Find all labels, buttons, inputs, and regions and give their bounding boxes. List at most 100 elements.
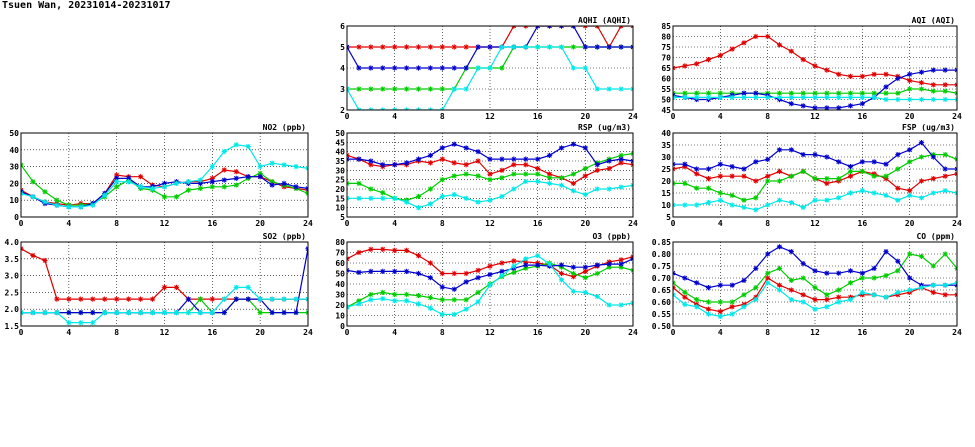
data-point-green: [403, 291, 410, 298]
data-point-blue: [753, 90, 759, 96]
data-point-green: [741, 197, 747, 203]
data-point-cyan: [895, 289, 901, 295]
data-point-red: [729, 304, 735, 310]
data-point-cyan: [729, 94, 735, 100]
data-point-green: [233, 182, 239, 188]
data-point-red: [368, 44, 374, 50]
data-point-red: [126, 296, 132, 302]
data-point-blue: [403, 65, 410, 71]
data-point-red: [463, 270, 469, 277]
data-point-blue: [126, 175, 132, 181]
data-point-blue: [582, 145, 588, 151]
data-point-cyan: [245, 284, 251, 290]
data-point-blue: [487, 44, 493, 50]
data-point-green: [535, 171, 541, 177]
data-point-cyan: [942, 282, 948, 288]
y-tick-label: 30: [335, 291, 345, 300]
data-point-cyan: [942, 188, 948, 194]
x-tick-label: 8: [765, 112, 770, 121]
data-point-blue: [233, 175, 239, 181]
x-tick-label: 24: [303, 328, 313, 337]
data-point-green: [499, 175, 505, 181]
data-point-cyan: [54, 202, 60, 208]
data-point-red: [42, 257, 48, 264]
y-tick-label: 45: [335, 138, 345, 147]
data-point-blue: [356, 156, 362, 162]
data-point-blue: [717, 161, 723, 167]
data-point-cyan: [535, 253, 541, 259]
data-point-cyan: [451, 192, 457, 198]
data-point-cyan: [233, 142, 239, 148]
data-point-blue: [729, 164, 735, 170]
data-point-cyan: [682, 301, 688, 307]
data-point-cyan: [907, 96, 913, 103]
data-point-blue: [765, 156, 771, 162]
data-point-blue: [594, 262, 600, 268]
data-point-blue: [368, 65, 374, 71]
data-point-cyan: [694, 202, 700, 208]
data-point-cyan: [415, 205, 422, 211]
data-point-red: [427, 160, 434, 166]
data-point-green: [859, 275, 865, 281]
data-point-red: [161, 284, 168, 290]
data-point-red: [824, 297, 830, 303]
x-tick-label: 16: [208, 328, 218, 337]
data-point-green: [380, 190, 386, 196]
data-point-green: [859, 90, 865, 96]
data-point-blue: [883, 249, 889, 255]
data-point-cyan: [173, 180, 180, 186]
data-point-blue: [800, 152, 806, 158]
data-point-cyan: [907, 192, 913, 198]
data-point-cyan: [66, 320, 72, 326]
data-point-red: [883, 71, 889, 77]
y-tick-label: 70: [335, 249, 345, 258]
data-point-cyan: [883, 192, 889, 198]
data-point-cyan: [185, 309, 192, 316]
data-point-cyan: [824, 304, 830, 310]
data-point-green: [427, 86, 434, 92]
data-point-blue: [895, 258, 901, 264]
data-point-blue: [427, 275, 434, 281]
data-point-green: [427, 186, 434, 192]
data-point-cyan: [475, 299, 481, 305]
data-point-cyan: [717, 313, 723, 319]
plot-area: [347, 246, 633, 318]
data-point-red: [149, 296, 156, 302]
data-point-red: [380, 44, 386, 50]
data-point-cyan: [269, 296, 275, 302]
data-point-blue: [812, 152, 818, 158]
data-point-cyan: [847, 297, 854, 303]
data-point-green: [439, 297, 445, 303]
data-point-cyan: [209, 309, 215, 316]
data-point-cyan: [221, 296, 227, 302]
data-point-green: [883, 273, 889, 279]
data-point-blue: [90, 309, 96, 316]
page-title: Tsuen Wan, 20231014-20231017: [2, 0, 171, 11]
data-point-blue: [415, 270, 422, 277]
data-point-red: [942, 292, 948, 298]
data-point-red: [30, 252, 36, 259]
data-point-green: [776, 178, 783, 184]
data-point-blue: [606, 44, 612, 50]
y-tick-label: 0.85: [652, 238, 671, 247]
y-tick-label: 20: [335, 185, 345, 194]
data-point-red: [487, 263, 493, 269]
data-point-cyan: [78, 204, 84, 210]
data-point-red: [114, 172, 120, 178]
data-point-cyan: [570, 188, 577, 194]
y-tick-label: 70: [661, 54, 671, 63]
data-point-cyan: [930, 190, 936, 196]
data-point-green: [788, 173, 794, 179]
data-point-cyan: [800, 299, 806, 305]
x-tick-label: 20: [905, 112, 915, 121]
data-point-red: [717, 309, 723, 315]
y-tick-label: 15: [335, 194, 345, 203]
x-tick-label: 16: [858, 112, 868, 121]
x-tick-label: 4: [392, 112, 397, 121]
data-point-red: [729, 46, 735, 52]
plot-area: [673, 33, 957, 110]
x-tick-label: 12: [810, 219, 820, 228]
y-tick-label: 3.5: [5, 255, 20, 264]
data-point-cyan: [463, 306, 469, 312]
